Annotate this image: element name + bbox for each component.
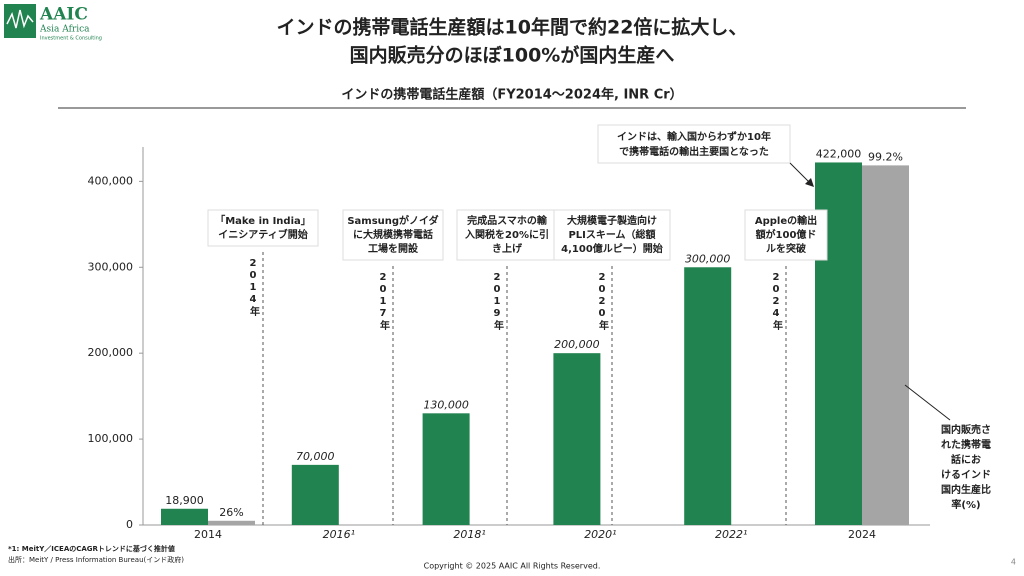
- bar: [553, 353, 601, 525]
- value-label: 422,000: [816, 147, 862, 160]
- title: 国内販売分のほぼ100%が国内生産へ: [350, 44, 675, 67]
- bar: [422, 413, 470, 525]
- y-tick-label: 400,000: [88, 174, 134, 187]
- y-tick-label: 300,000: [88, 260, 134, 273]
- event-text: 「Make in India」: [215, 214, 311, 227]
- x-tick-label: 2014: [194, 528, 222, 541]
- x-tick-label: 2018¹: [453, 528, 485, 541]
- event-text: 大規模電子製造向け: [567, 214, 657, 227]
- bar: [684, 267, 732, 525]
- event-year: 2020年: [597, 272, 609, 331]
- event-year: 2019年: [492, 272, 504, 331]
- event-box: [342, 209, 444, 261]
- event-box: [553, 209, 671, 261]
- logo-icon: [6, 9, 34, 29]
- event-box: [207, 209, 319, 247]
- callout-box: [597, 124, 791, 164]
- event-text: き上げ: [492, 242, 523, 255]
- x-tick-label: 2022¹: [715, 528, 747, 541]
- event-text: に大規模携帯電話: [353, 228, 433, 241]
- event-text: 4,100億ルピー）開始: [561, 242, 663, 255]
- arrow-head: [805, 178, 814, 187]
- callout-text: インドは、輸入国からわずか10年: [617, 130, 771, 143]
- logo-sub: Investment & Consulting: [40, 36, 102, 42]
- y-tick-label: 0: [126, 518, 133, 531]
- x-tick-label: 2020¹: [584, 528, 616, 541]
- value-label: 300,000: [685, 252, 731, 265]
- series-annotation: 国内販売された携帯電話におけるインド国内生産比率(%): [941, 423, 991, 511]
- note: *1: MeitY／ICEAのCAGRトレンドに基づく推計値: [8, 544, 175, 553]
- event-box: [456, 209, 558, 261]
- event-year: 2017年: [378, 272, 390, 331]
- event-text: 工場を開設: [368, 242, 419, 255]
- share-label: 99.2%: [868, 150, 903, 163]
- event-text: Samsungがノイダ: [347, 214, 438, 227]
- page-number: 4: [1011, 558, 1016, 567]
- bar: [161, 508, 208, 525]
- event-text: 額が100億ド: [755, 228, 817, 241]
- logo: AAIC: [39, 5, 88, 25]
- event-text: イニシアティブ開始: [218, 228, 307, 241]
- share-label: 26%: [219, 506, 243, 519]
- value-label: 130,000: [423, 398, 469, 411]
- value-label: 70,000: [296, 450, 335, 463]
- logo-sub: Asia Africa: [39, 25, 90, 35]
- x-tick-label: 2024: [848, 528, 876, 541]
- copyright: Copyright © 2025 AAIC All Rights Reserve…: [424, 562, 601, 571]
- annotation-line: [904, 384, 951, 421]
- title: インドの携帯電話生産額は10年間で約22倍に拡大し、: [277, 16, 748, 39]
- bar: [862, 165, 909, 525]
- value-label: 18,900: [165, 494, 204, 507]
- callout-text: で携帯電話の輸出主要国となった: [619, 145, 769, 158]
- chart-title: インドの携帯電話生産額（FY2014～2024年, INR Cr）: [341, 87, 682, 103]
- y-tick-label: 100,000: [88, 432, 134, 445]
- bar: [291, 464, 339, 525]
- event-text: PLIスキーム（総額: [568, 228, 655, 241]
- event-text: 入関税を20%に引: [465, 228, 549, 241]
- event-text: ルを突破: [766, 242, 806, 255]
- event-text: 完成品スマホの輸: [467, 214, 548, 227]
- event-year: 2024年: [771, 272, 783, 331]
- x-tick-label: 2016¹: [323, 528, 355, 541]
- y-tick-label: 200,000: [88, 346, 134, 359]
- value-label: 200,000: [554, 338, 600, 351]
- source: 出所：MeitY / Press Information Bureau(インド政…: [8, 555, 184, 564]
- event-box: [744, 209, 828, 261]
- event-text: Appleの輸出: [755, 214, 817, 227]
- bar: [208, 520, 255, 525]
- event-year: 2014年: [248, 258, 260, 317]
